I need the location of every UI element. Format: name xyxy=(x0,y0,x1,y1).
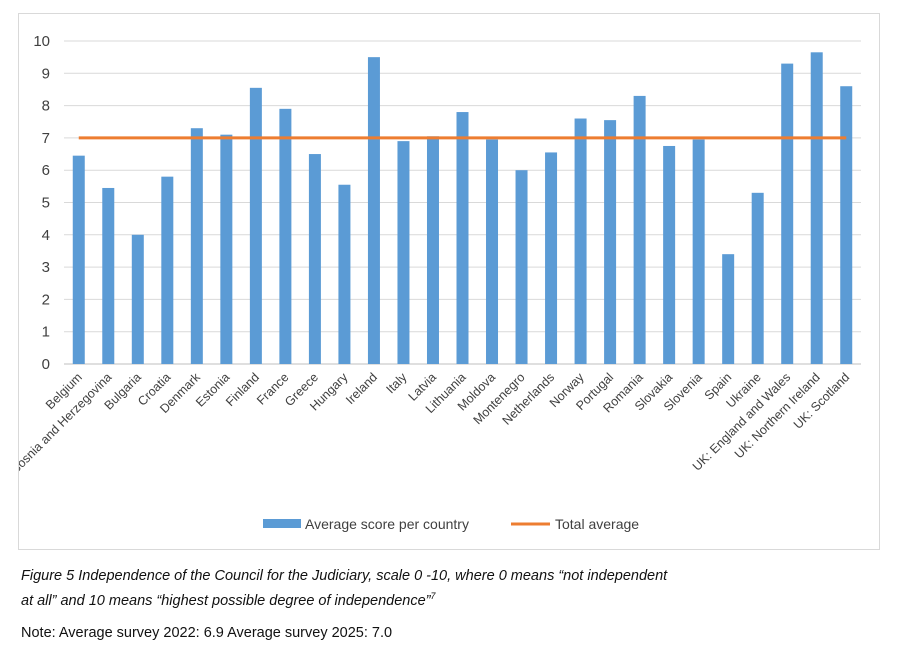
x-tick-label: Ireland xyxy=(343,370,380,407)
bars xyxy=(72,52,853,365)
y-tick-label: 3 xyxy=(42,259,50,276)
legend-label-bars: Average score per country xyxy=(305,516,469,532)
y-tick-label: 5 xyxy=(42,195,50,212)
bar xyxy=(840,86,853,364)
bar xyxy=(781,63,794,365)
x-tick-label: Finland xyxy=(223,370,262,409)
bar xyxy=(72,155,85,364)
y-axis-ticks: 0 1 2 3 4 5 6 7 8 9 10 xyxy=(33,33,50,373)
y-tick-label: 0 xyxy=(42,356,50,373)
y-tick-label: 6 xyxy=(42,162,50,179)
bar xyxy=(810,52,823,365)
bar xyxy=(633,95,646,364)
bar xyxy=(367,57,380,365)
bar xyxy=(279,108,292,364)
y-tick-label: 2 xyxy=(42,291,50,308)
bar xyxy=(338,184,351,364)
bar xyxy=(161,176,174,364)
bar xyxy=(102,187,115,364)
bar xyxy=(131,234,144,364)
y-tick-label: 10 xyxy=(33,33,50,50)
bar xyxy=(456,112,469,364)
bar xyxy=(722,254,735,364)
bar xyxy=(190,128,203,364)
bar xyxy=(663,145,676,364)
survey-note: Note: Average survey 2022: 6.9 Average s… xyxy=(21,625,393,641)
figure-caption: Figure 5 Independence of the Council for… xyxy=(21,566,821,611)
bar xyxy=(574,118,587,365)
caption-footnote-mark: 7 xyxy=(430,591,436,601)
caption-line-2: at all” and 10 means “highest possible d… xyxy=(21,592,431,609)
bar xyxy=(220,134,233,364)
y-tick-label: 9 xyxy=(42,65,50,82)
caption-line-1: Figure 5 Independence of the Council for… xyxy=(21,568,668,584)
chart-frame: 0 1 2 3 4 5 6 7 8 9 10 Belgium Bosnia and Herzegovi… xyxy=(18,13,880,550)
legend-swatch-bars xyxy=(263,519,301,528)
y-tick-label: 7 xyxy=(42,130,50,147)
legend-label-line: Total average xyxy=(555,516,639,532)
y-tick-label: 8 xyxy=(42,98,50,115)
bar xyxy=(692,139,705,364)
bar xyxy=(308,154,321,364)
y-tick-label: 4 xyxy=(42,227,50,244)
bar xyxy=(486,139,499,364)
y-tick-label: 1 xyxy=(42,324,50,341)
bar xyxy=(545,152,558,364)
bar xyxy=(249,87,262,365)
bar xyxy=(515,170,528,364)
bar xyxy=(426,136,439,364)
legend: Average score per country Total average xyxy=(263,516,639,532)
bar xyxy=(397,141,410,364)
bar xyxy=(604,120,617,364)
bar xyxy=(751,192,764,364)
